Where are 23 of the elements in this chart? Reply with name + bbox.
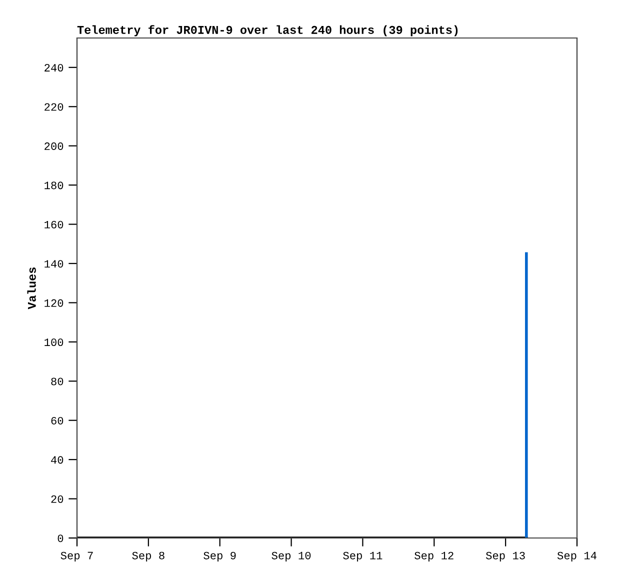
y-tick-label: 80	[51, 378, 64, 386]
y-tick-label: 160	[44, 220, 64, 228]
y-tick-label: 200	[44, 142, 64, 150]
y-tick-label: 180	[44, 182, 64, 190]
y-axis-title: Values	[27, 267, 36, 310]
y-tick-label: 220	[44, 103, 64, 111]
x-tick-label: Sep 13	[486, 552, 525, 562]
y-tick-label: 0	[58, 534, 64, 542]
y-tick-label: 100	[44, 338, 64, 346]
x-tick-label: Sep 14	[557, 552, 596, 562]
x-tick-label: Sep 12	[414, 552, 454, 562]
x-tick-label: Sep 8	[132, 552, 164, 562]
y-tick-label: 140	[44, 260, 64, 268]
y-tick-label: 240	[44, 64, 64, 72]
y-tick-label: 20	[51, 495, 64, 503]
y-tick-label: 60	[51, 416, 64, 424]
y-tick-label: 40	[51, 456, 64, 464]
x-tick-label: Sep 10	[272, 552, 311, 562]
x-tick-label: Sep 7	[60, 552, 93, 562]
x-tick-label: Sep 11	[343, 552, 382, 562]
x-tick-label: Sep 9	[204, 552, 236, 562]
chart-title: Telemetry for JR0IVN-9 over last 240 hours (39 points)	[77, 25, 458, 36]
y-tick-label: 120	[44, 299, 64, 307]
